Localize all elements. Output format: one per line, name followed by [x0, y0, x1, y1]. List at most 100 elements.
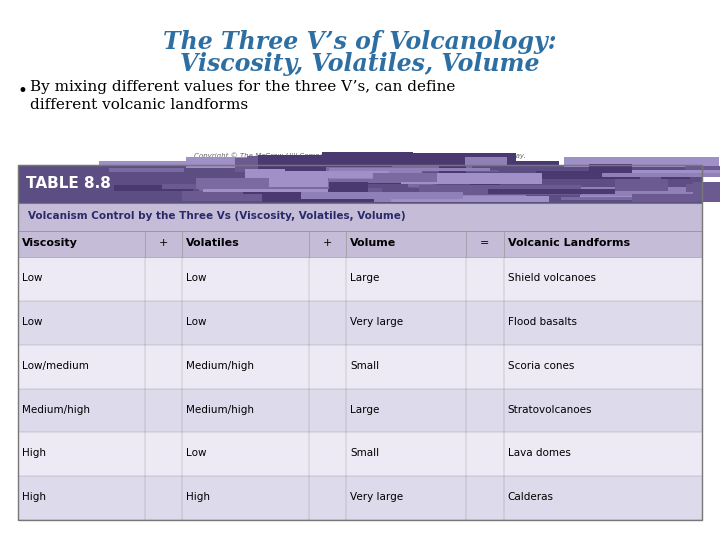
Bar	[18, 165, 702, 203]
Text: +: +	[158, 239, 168, 248]
Bar	[274, 192, 397, 199]
Bar	[199, 184, 299, 192]
Bar	[373, 173, 436, 183]
Bar	[243, 182, 368, 194]
Bar	[109, 168, 184, 172]
Bar	[18, 388, 702, 433]
Bar	[279, 179, 381, 183]
Text: different volcanic landforms: different volcanic landforms	[30, 98, 248, 112]
Bar	[602, 173, 720, 177]
Text: •: •	[18, 82, 28, 100]
Text: The Three V’s of Volcanology:: The Three V’s of Volcanology:	[163, 30, 557, 54]
Text: Small: Small	[351, 361, 379, 370]
Bar	[408, 184, 433, 187]
Text: Flood basalts: Flood basalts	[508, 317, 577, 327]
Text: Medium/high: Medium/high	[186, 404, 254, 415]
Bar	[685, 184, 720, 192]
Bar	[18, 345, 702, 388]
Bar	[349, 170, 500, 172]
Bar	[197, 178, 329, 189]
Bar	[391, 197, 549, 202]
Bar	[536, 171, 690, 179]
Bar	[301, 192, 463, 199]
Bar	[364, 193, 526, 202]
Bar	[589, 164, 632, 173]
Bar	[285, 159, 326, 171]
Bar	[386, 162, 472, 168]
Bar	[246, 168, 389, 178]
Bar	[441, 173, 492, 184]
Bar	[18, 301, 702, 345]
Bar	[632, 170, 720, 173]
Text: High: High	[22, 492, 46, 502]
Bar	[114, 185, 193, 191]
Bar	[615, 179, 668, 191]
Bar	[99, 161, 245, 166]
Text: Viscosity: Viscosity	[22, 239, 78, 248]
Bar	[269, 177, 328, 187]
Bar	[186, 157, 328, 168]
Bar	[581, 187, 720, 196]
Text: Stratovolcanoes: Stratovolcanoes	[508, 404, 592, 415]
Text: Medium/high: Medium/high	[186, 361, 254, 370]
Bar	[18, 257, 702, 301]
Bar	[420, 178, 536, 184]
Bar	[323, 166, 392, 171]
Text: Viscosity, Volatiles, Volume: Viscosity, Volatiles, Volume	[180, 52, 540, 76]
Text: Low/medium: Low/medium	[22, 361, 89, 370]
Text: Low: Low	[186, 317, 207, 327]
Bar	[693, 182, 720, 194]
Bar	[632, 194, 720, 202]
Bar	[470, 184, 500, 191]
Bar	[202, 179, 328, 192]
Bar	[580, 188, 720, 200]
Bar	[299, 170, 422, 179]
Bar	[18, 231, 702, 257]
Bar	[322, 152, 413, 166]
Text: Volcanism Control by the Three Vs (Viscosity, Volatiles, Volume): Volcanism Control by the Three Vs (Visco…	[28, 212, 405, 221]
Bar	[182, 191, 333, 201]
Text: Volume: Volume	[351, 239, 397, 248]
Text: High: High	[22, 448, 46, 458]
Bar	[317, 157, 448, 167]
Bar	[329, 168, 490, 171]
Text: By mixing different values for the three V’s, can define: By mixing different values for the three…	[30, 80, 455, 94]
Bar	[18, 433, 702, 476]
Text: Low: Low	[22, 273, 42, 283]
Bar	[161, 184, 318, 190]
Bar	[267, 191, 318, 202]
Text: Volatiles: Volatiles	[186, 239, 240, 248]
Text: Low: Low	[186, 448, 207, 458]
Bar	[247, 156, 413, 165]
Bar	[18, 165, 702, 520]
Text: Low: Low	[186, 273, 207, 283]
Bar	[448, 161, 559, 166]
Text: +: +	[323, 239, 332, 248]
Bar	[285, 177, 412, 183]
Bar	[438, 159, 466, 174]
Text: Small: Small	[351, 448, 379, 458]
Bar	[487, 190, 616, 194]
Bar	[401, 173, 542, 184]
Text: Very large: Very large	[351, 492, 403, 502]
Bar	[639, 177, 662, 180]
Text: Copyright © The McGraw-Hill Companies, Inc. Permission required for reproduction: Copyright © The McGraw-Hill Companies, I…	[194, 152, 526, 159]
Text: Volcanic Landforms: Volcanic Landforms	[508, 239, 630, 248]
Bar	[18, 203, 702, 231]
Bar	[410, 173, 437, 188]
Text: Medium/high: Medium/high	[22, 404, 90, 415]
Bar	[280, 178, 437, 184]
Text: =: =	[480, 239, 490, 248]
Bar	[18, 476, 702, 520]
Bar	[235, 158, 327, 172]
Text: Calderas: Calderas	[508, 492, 554, 502]
Text: TABLE 8.8: TABLE 8.8	[26, 176, 111, 191]
Bar	[258, 155, 392, 170]
Text: Large: Large	[351, 404, 379, 415]
Text: Low: Low	[22, 317, 42, 327]
Text: Shield volcanoes: Shield volcanoes	[508, 273, 595, 283]
Text: Lava domes: Lava domes	[508, 448, 570, 458]
Bar	[419, 185, 581, 195]
Bar	[561, 197, 636, 200]
Bar	[343, 188, 382, 194]
